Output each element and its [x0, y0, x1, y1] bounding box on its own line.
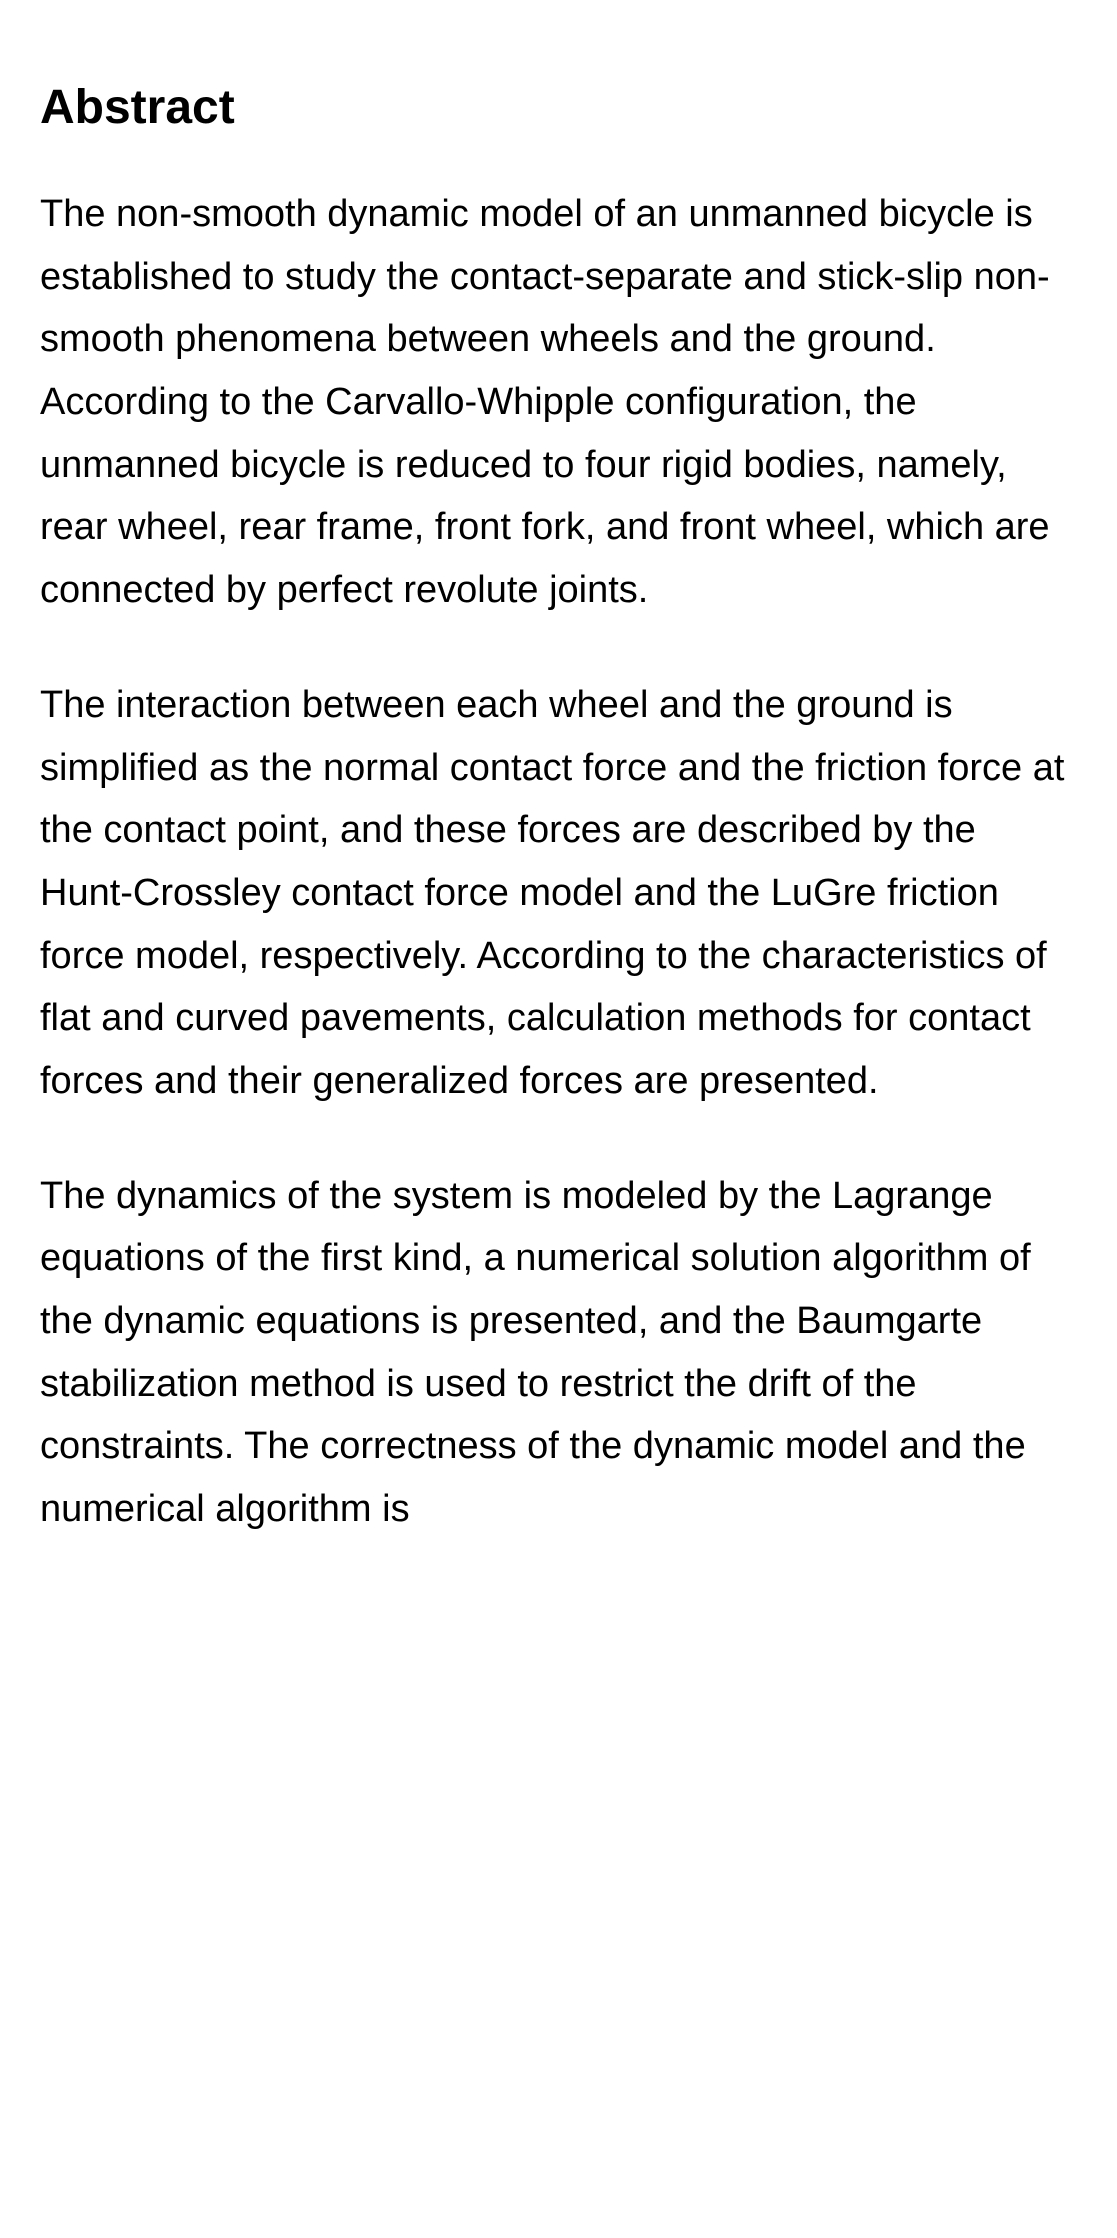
- abstract-paragraph: The interaction between each wheel and t…: [40, 674, 1077, 1113]
- abstract-paragraph: The non-smooth dynamic model of an unman…: [40, 183, 1077, 622]
- abstract-heading: Abstract: [40, 80, 1077, 135]
- abstract-paragraph: The dynamics of the system is modeled by…: [40, 1165, 1077, 1541]
